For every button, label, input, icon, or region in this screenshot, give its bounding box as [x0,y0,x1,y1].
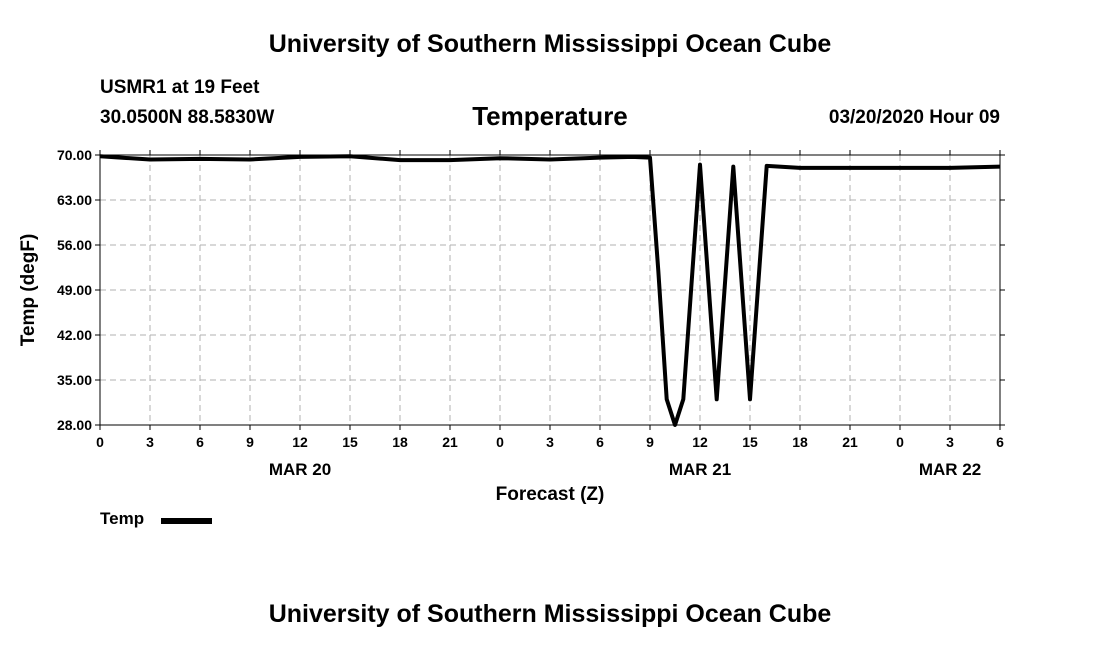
legend-swatch [161,518,212,524]
temp-series-line [99,154,1001,427]
x-tick-label: 6 [596,434,604,450]
x-tick-label: 18 [392,434,408,450]
plot-frame [99,154,1001,426]
y-tick-label: 35.00 [57,372,92,388]
x-tick-label: 6 [996,434,1004,450]
y-tick-label: 42.00 [57,327,92,343]
y-tick-label: 56.00 [57,237,92,253]
x-tick-label: 3 [546,434,554,450]
x-tick-label: 12 [692,434,708,450]
x-tick-label: 0 [896,434,904,450]
x-tick-label: 3 [946,434,954,450]
station-label: USMR1 at 19 Feet [100,77,260,98]
axis-labels: 28.00 35.00 42.00 49.00 56.00 63.00 70.00 0 3 6 9 1… [18,147,1004,505]
x-tick-label: 15 [342,434,358,450]
series-layer [99,154,1001,427]
y-tick-label: 63.00 [57,192,92,208]
x-tick-label: 18 [792,434,808,450]
x-tick-label: 12 [292,434,308,450]
x-tick-label: 0 [96,434,104,450]
x-tick-label: 21 [842,434,858,450]
chart-title-top: University of Southern Mississippi Ocean… [268,30,832,58]
x-tick-label: 9 [246,434,254,450]
x-tick-label: 0 [496,434,504,450]
date-label: MAR 22 [919,460,981,479]
date-label: MAR 21 [669,460,731,479]
x-tick-label: 15 [742,434,758,450]
x-tick-label: 21 [442,434,458,450]
y-tick-label: 28.00 [57,417,92,433]
coordinates-label: 30.0500N 88.5830W [100,107,275,128]
run-time-label: 03/20/2020 Hour 09 [828,107,1000,128]
chart-title-bottom: University of Southern Mississippi Ocean… [268,600,832,628]
x-tick-label: 3 [146,434,154,450]
x-tick-label: 9 [646,434,654,450]
y-axis-label: Temp (degF) [18,234,39,347]
grid [100,155,1000,425]
axis-ticks [95,150,1005,430]
date-label: MAR 20 [269,460,331,479]
legend-label: Temp [100,509,145,528]
y-tick-label: 49.00 [57,282,92,298]
y-tick-label: 70.00 [57,147,92,163]
variable-title: Temperature [472,101,628,131]
x-tick-label: 6 [196,434,204,450]
x-axis-label: Forecast (Z) [496,484,605,505]
